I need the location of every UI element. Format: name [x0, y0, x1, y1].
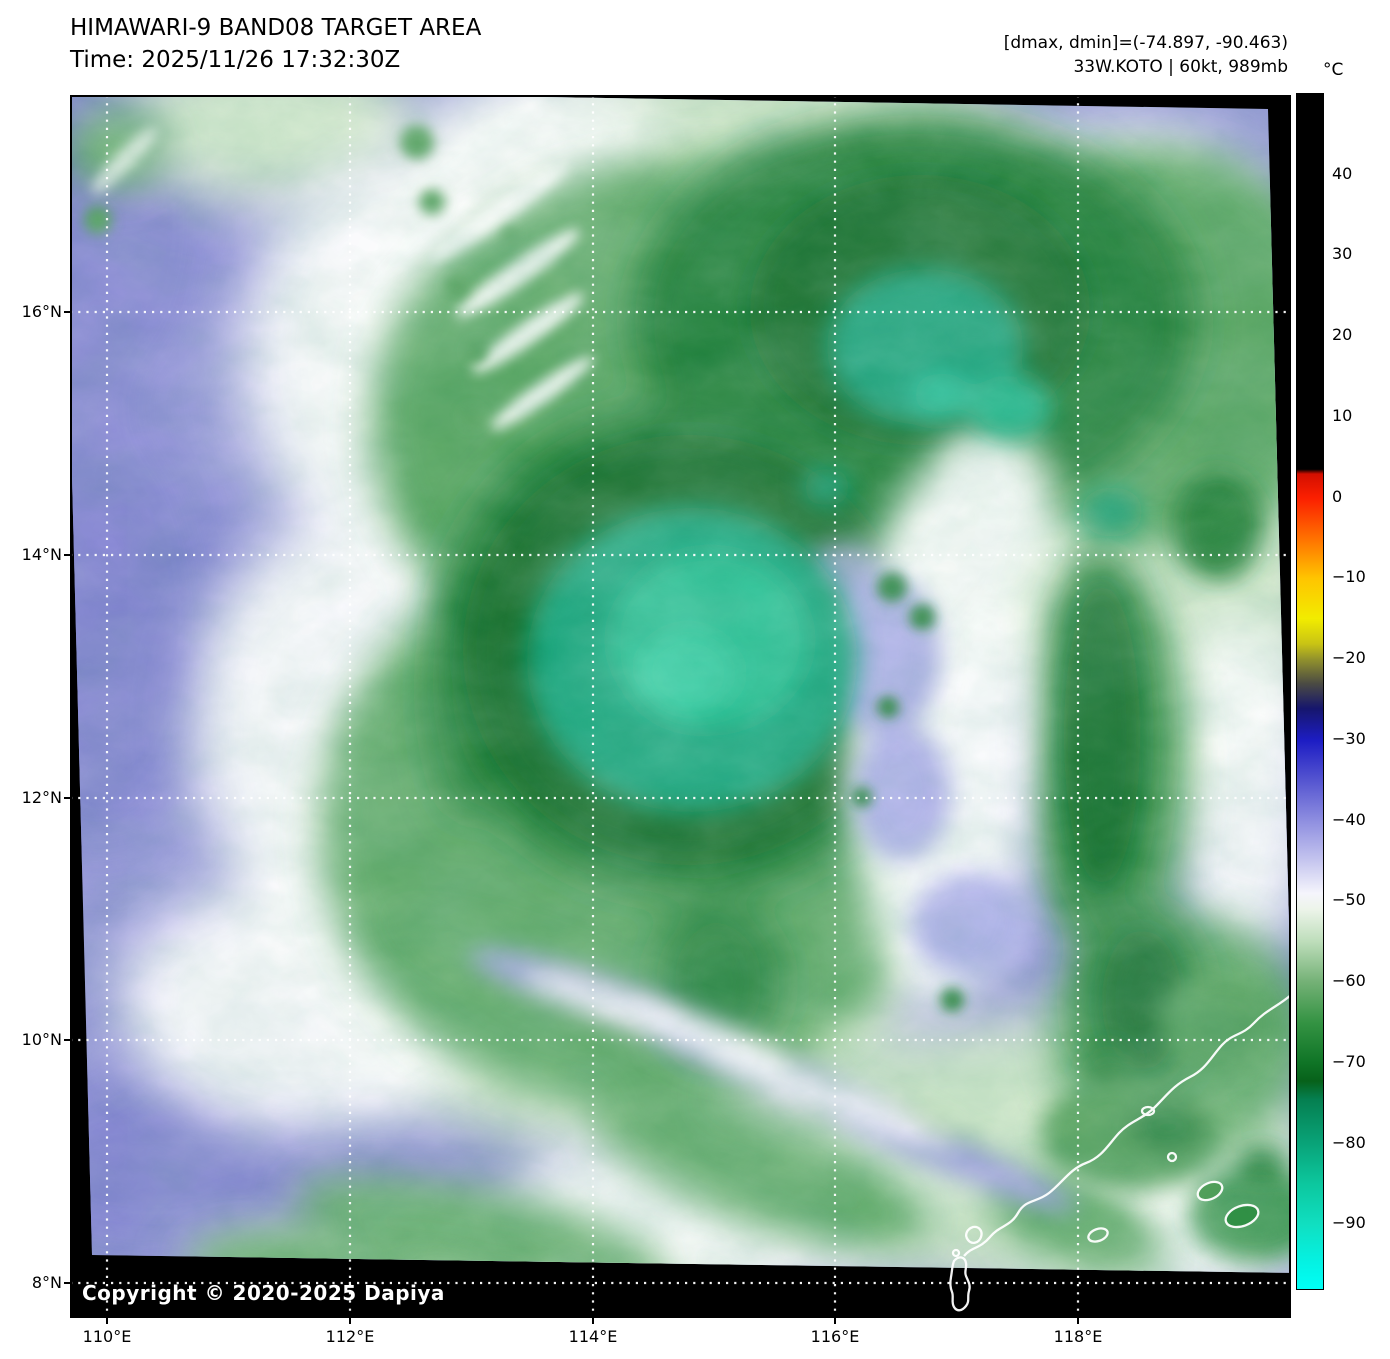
colorbar-tick: −90 [1332, 1213, 1366, 1232]
colorbar-tick: 30 [1332, 244, 1353, 263]
x-axis-label: 116°E [810, 1327, 860, 1346]
y-axis-label: 10°N [21, 1030, 62, 1049]
x-tick-mark [592, 1318, 594, 1324]
x-axis-label: 118°E [1053, 1327, 1103, 1346]
graticule-gridlines [70, 95, 1291, 1318]
info-block: [dmax, dmin]=(-74.897, -90.463) 33W.KOTO… [1004, 31, 1288, 79]
storm-status-label: 33W.KOTO | 60kt, 989mb [1073, 57, 1288, 77]
x-tick-mark [834, 1318, 836, 1324]
y-tick-mark [64, 1039, 70, 1041]
satellite-image [70, 95, 1291, 1318]
y-tick-mark [64, 554, 70, 556]
x-axis-label: 110°E [82, 1327, 132, 1346]
chart-title: HIMAWARI-9 BAND08 TARGET AREA [70, 15, 482, 41]
satellite-map-panel: Copyright © 2020-2025 Dapiya [70, 95, 1291, 1318]
colorbar-unit-label: °C [1323, 60, 1344, 80]
y-axis-label: 14°N [21, 545, 62, 564]
chart-timestamp: Time: 2025/11/26 17:32:30Z [70, 47, 401, 73]
coastline [949, 994, 1291, 1312]
colorbar-tick: −40 [1332, 810, 1366, 829]
colorbar-tick: −20 [1332, 648, 1366, 667]
x-axis-label: 112°E [325, 1327, 375, 1346]
y-axis-label: 8°N [31, 1273, 62, 1292]
title-block: HIMAWARI-9 BAND08 TARGET AREA Time: 2025… [70, 12, 481, 76]
colorbar [1296, 93, 1324, 1290]
x-tick-mark [349, 1318, 351, 1324]
colorbar-tick: 20 [1332, 325, 1353, 344]
y-axis-label: 16°N [21, 302, 62, 321]
colorbar-tick: −60 [1332, 971, 1366, 990]
colorbar-tick: −70 [1332, 1052, 1366, 1071]
y-tick-mark [64, 311, 70, 313]
colorbar-tick: −10 [1332, 567, 1366, 586]
colorbar-tick: −80 [1332, 1133, 1366, 1152]
colorbar-tick: −50 [1332, 890, 1366, 909]
colorbar-tick: −30 [1332, 729, 1366, 748]
x-tick-mark [106, 1318, 108, 1324]
colorbar-tick: 10 [1332, 406, 1353, 425]
colorbar-tick: 0 [1332, 487, 1343, 506]
y-axis-label: 12°N [21, 788, 62, 807]
x-axis-label: 114°E [568, 1327, 618, 1346]
x-tick-mark [1077, 1318, 1079, 1324]
copyright-label: Copyright © 2020-2025 Dapiya [82, 1281, 445, 1305]
colorbar-tick: 40 [1332, 164, 1353, 183]
y-tick-mark [64, 1282, 70, 1284]
scan-data-region [70, 95, 1291, 1273]
plot-frame [70, 95, 1291, 1318]
dmax-dmin-label: [dmax, dmin]=(-74.897, -90.463) [1003, 33, 1288, 53]
y-tick-mark [64, 797, 70, 799]
island-outline [949, 1256, 971, 1312]
